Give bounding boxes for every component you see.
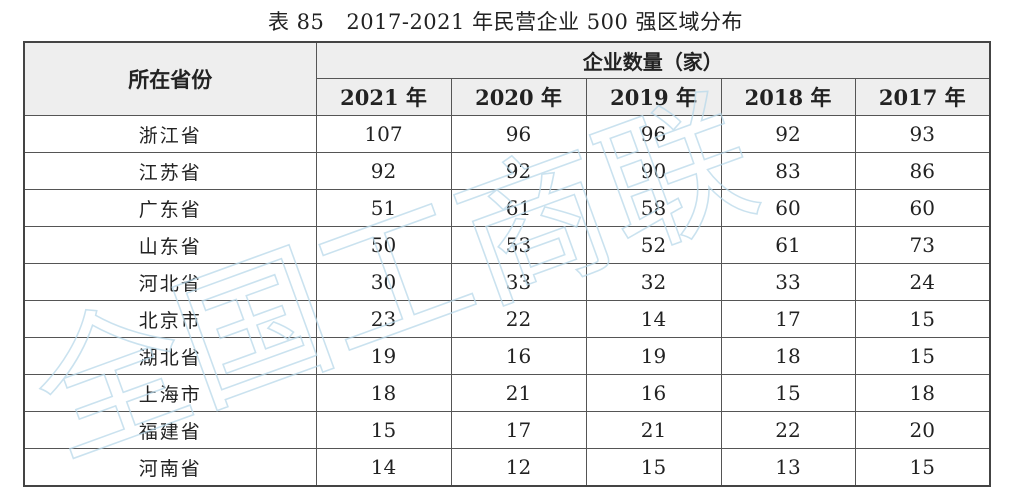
table-row: 湖北省 19 16 19 18 15 [23,337,991,375]
value-cell: 21 [585,411,722,449]
value-cell: 32 [585,263,722,301]
value-cell: 107 [315,115,452,153]
value-cell: 21 [450,374,587,412]
value-cell: 52 [585,226,722,264]
table-row: 福建省 15 17 21 22 20 [23,411,991,449]
value-cell: 15 [854,300,991,338]
value-cell: 58 [585,189,722,227]
table-row: 河南省 14 12 15 13 15 [23,448,991,487]
value-cell: 22 [720,411,856,449]
value-cell: 92 [720,115,856,153]
table-row: 广东省 51 61 58 60 60 [23,189,991,227]
data-table-container: 所在省份 企业数量（家） 2021 年 2020 年 2019 年 2018 年 201… [23,41,992,487]
province-cell: 北京市 [23,300,317,338]
header-row-1: 所在省份 企业数量（家） [23,41,991,116]
value-cell: 86 [854,152,991,190]
table-row: 浙江省 107 96 96 92 93 [23,115,991,153]
value-cell: 15 [720,374,856,412]
value-cell: 16 [585,374,722,412]
province-cell: 上海市 [23,374,317,412]
value-cell: 96 [585,115,722,153]
table-title: 表 85 2017-2021 年民营企业 500 强区域分布 [0,6,1011,36]
value-cell: 13 [720,448,856,487]
value-cell: 14 [315,448,452,487]
value-cell: 15 [854,448,991,487]
value-cell: 18 [854,374,991,412]
data-table: 所在省份 企业数量（家） 2021 年 2020 年 2019 年 2018 年 201… [23,41,992,487]
province-cell: 河南省 [23,448,317,487]
value-cell: 83 [720,152,856,190]
value-cell: 15 [585,448,722,487]
value-cell: 50 [315,226,452,264]
table-row: 江苏省 92 92 90 83 86 [23,152,991,190]
value-cell: 51 [315,189,452,227]
province-cell: 广东省 [23,189,317,227]
column-header-year: 2020 年 [450,78,587,116]
value-cell: 22 [450,300,587,338]
value-cell: 20 [854,411,991,449]
value-cell: 15 [854,337,991,375]
value-cell: 33 [450,263,587,301]
table-row: 北京市 23 22 14 17 15 [23,300,991,338]
value-cell: 30 [315,263,452,301]
table-row: 河北省 30 33 32 33 24 [23,263,991,301]
province-cell: 山东省 [23,226,317,264]
header-row-years: 2021 年 2020 年 2019 年 2018 年 2017 年 [24,78,991,116]
value-cell: 60 [720,189,856,227]
value-cell: 18 [315,374,452,412]
value-cell: 60 [854,189,991,227]
province-cell: 浙江省 [23,115,317,153]
value-cell: 61 [720,226,856,264]
province-cell: 河北省 [23,263,317,301]
column-header-year: 2019 年 [585,78,722,116]
column-header-year: 2017 年 [854,78,991,116]
value-cell: 16 [450,337,587,375]
value-cell: 19 [585,337,722,375]
value-cell: 53 [450,226,587,264]
province-cell: 福建省 [23,411,317,449]
value-cell: 17 [720,300,856,338]
value-cell: 33 [720,263,856,301]
value-cell: 14 [585,300,722,338]
value-cell: 96 [450,115,587,153]
value-cell: 23 [315,300,452,338]
column-header-year: 2018 年 [720,78,856,116]
group-header-count: 企业数量（家） [315,41,991,79]
value-cell: 93 [854,115,991,153]
column-header-year: 2021 年 [315,78,452,116]
table-row: 山东省 50 53 52 61 73 [23,226,991,264]
value-cell: 15 [315,411,452,449]
value-cell: 24 [854,263,991,301]
value-cell: 73 [854,226,991,264]
value-cell: 92 [450,152,587,190]
table-number: 表 85 [268,10,325,34]
value-cell: 92 [315,152,452,190]
table-row: 上海市 18 21 16 15 18 [23,374,991,412]
value-cell: 17 [450,411,587,449]
value-cell: 18 [720,337,856,375]
row-header-province: 所在省份 [23,41,317,116]
province-cell: 江苏省 [23,152,317,190]
province-cell: 湖北省 [23,337,317,375]
value-cell: 19 [315,337,452,375]
value-cell: 90 [585,152,722,190]
value-cell: 12 [450,448,587,487]
value-cell: 61 [450,189,587,227]
table-body: 浙江省 107 96 96 92 93 江苏省 92 92 90 83 86 广东省 51 61 58 60 60… [23,115,991,487]
table-title-text: 2017-2021 年民营企业 500 强区域分布 [346,10,743,34]
